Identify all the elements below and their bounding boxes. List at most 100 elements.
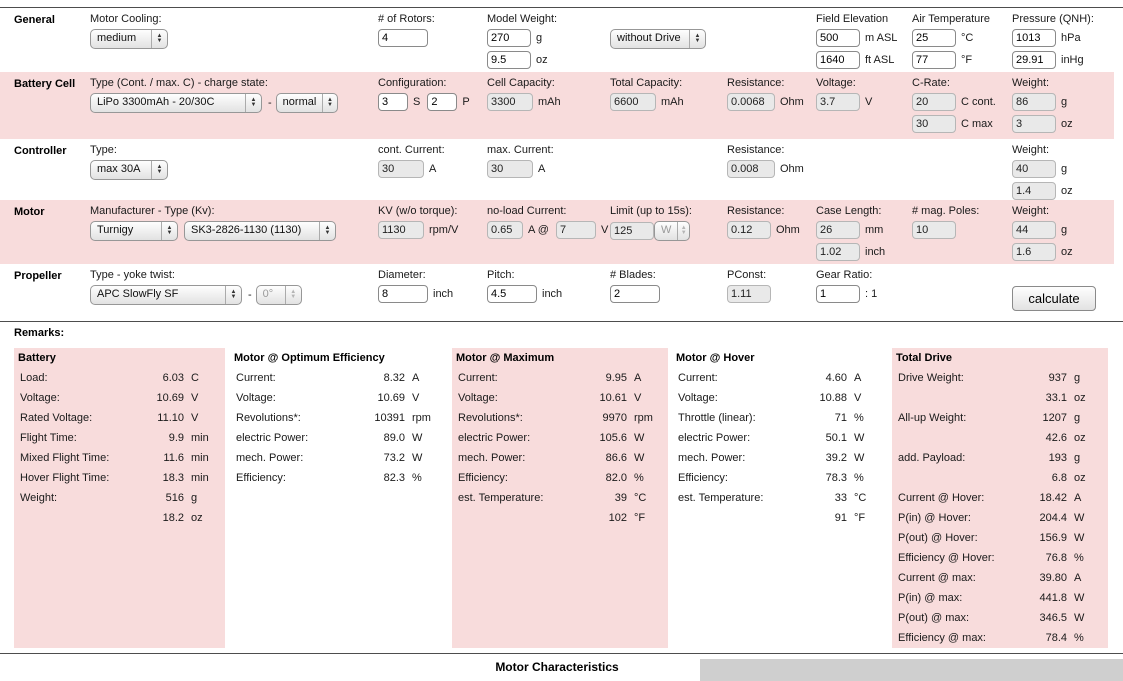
select-arrows-icon: ▲ ▼ [151, 30, 167, 48]
unit-label: oz [1061, 246, 1073, 258]
unit-label: inch [542, 288, 563, 300]
remark-label: Revolutions*: [458, 412, 523, 424]
0-select: 0° ▲ ▼ [255, 285, 302, 305]
remark-value: 9970 [602, 412, 627, 424]
remark-row: mech. Power: 39.2 W [672, 448, 888, 468]
cell-capacity-label: Cell Capacity: [487, 77, 555, 89]
unit-label: P [462, 96, 470, 108]
configuration-input-02[interactable] [427, 93, 458, 111]
field-elevation-input-10[interactable] [816, 51, 860, 69]
no-load-current-input [487, 221, 523, 239]
remark-label: Flight Time: [20, 432, 77, 444]
remark-value: 6.8 [1051, 472, 1067, 484]
unit-label: Ohm [776, 224, 800, 236]
panel-title-motor-maximum: Motor @ Maximum [456, 352, 555, 364]
select-value: APC SlowFly SF [97, 288, 179, 300]
of-rotors-input[interactable] [378, 29, 428, 47]
panel-motor-optimum-efficiency: Motor @ Optimum Efficiency Current: 8.32 A V… [230, 348, 446, 648]
remark-unit: V [412, 392, 420, 404]
remark-row: Weight: 516 g [14, 488, 225, 508]
remark-row: Current: 4.60 A [672, 368, 888, 388]
blades-input[interactable] [610, 285, 660, 303]
calculate-button[interactable]: calculate [1012, 286, 1096, 311]
remark-label: Drive Weight: [898, 372, 964, 384]
pressure-qnh-input-10[interactable] [1012, 51, 1056, 69]
air-temperature-input[interactable] [912, 29, 956, 47]
lipo-3300mah-20-30c-select[interactable]: LiPo 3300mAh - 20/30C ▲ ▼ [90, 93, 262, 113]
air-temperature-input-10[interactable] [912, 51, 956, 69]
model-weight-input[interactable] [487, 29, 531, 47]
remark-row: Hover Flight Time: 18.3 min [14, 468, 225, 488]
remark-row: 6.8 oz [892, 468, 1108, 488]
remark-label: add. Payload: [898, 452, 966, 464]
diameter-input[interactable] [378, 285, 428, 303]
row-caption-motor: Motor [14, 206, 45, 218]
remark-unit: W [412, 452, 423, 464]
remark-label: P(in) @ max: [898, 592, 963, 604]
unit-label: mm [865, 224, 884, 236]
normal-select[interactable]: normal ▲ ▼ [275, 93, 338, 113]
form-row-motor: Motor Manufacturer - Type (Kv): Turnigy ▲ ▼ S… [0, 200, 1114, 264]
remark-label: P(in) @ Hover: [898, 512, 971, 524]
sk3-2826-1130-1130-select[interactable]: SK3-2826-1130 (1130) ▲ ▼ [184, 221, 336, 241]
remark-label: Voltage: [458, 392, 498, 404]
remark-value: 11.6 [163, 452, 184, 464]
case-length-input [816, 221, 860, 239]
unit-label: g [1061, 96, 1068, 108]
apc-slowfly-sf-select[interactable]: APC SlowFly SF ▲ ▼ [90, 285, 242, 305]
remark-label: Load: [20, 372, 48, 384]
unit-label: °C [961, 32, 974, 44]
remark-label: Throttle (linear): [678, 412, 756, 424]
remark-value: 10.69 [377, 392, 405, 404]
unit-label: g [1061, 163, 1068, 175]
blades-label: # Blades: [610, 269, 656, 281]
remark-label: Efficiency: [678, 472, 728, 484]
remark-unit: min [191, 452, 209, 464]
resistance-label: Resistance: [727, 144, 785, 156]
remark-row: Voltage: 10.69 V [230, 388, 446, 408]
unit-label: C cont. [961, 96, 996, 108]
unit-label: : 1 [865, 288, 878, 300]
form-row-battery-cell: Battery Cell Type (Cont. / max. C) - char… [0, 72, 1114, 139]
remark-row: Efficiency: 78.3% [672, 468, 888, 488]
configuration-input[interactable] [378, 93, 408, 111]
remark-value: 18.2 [162, 512, 184, 524]
remark-label: Current @ Hover: [898, 492, 985, 504]
medium-select[interactable]: medium ▲ ▼ [90, 29, 168, 49]
remark-value: 9.95 [605, 372, 627, 384]
cell-capacity-input [487, 93, 533, 111]
remark-label: Efficiency: [236, 472, 286, 484]
unit-label: g [536, 32, 543, 44]
weight-label: Weight: [1012, 77, 1050, 89]
weight-input [1012, 221, 1056, 239]
select-value: 0° [262, 288, 274, 300]
gear-ratio-input[interactable] [816, 285, 860, 303]
remark-row: est. Temperature: 39 °C [452, 488, 668, 508]
pressure-qnh-input[interactable] [1012, 29, 1056, 47]
without-drive-select[interactable]: without Drive ▲ ▼ [610, 29, 706, 49]
remark-row: Load: 6.03 C [14, 368, 225, 388]
type-label: Type: [90, 144, 117, 156]
remark-row: Efficiency: 82.0% [452, 468, 668, 488]
panel-battery: Battery Load: 6.03 C Voltage: 10.69 V Rated Vol… [14, 348, 225, 648]
remark-label: Mixed Flight Time: [20, 452, 110, 464]
cont-current-input [378, 160, 424, 178]
remark-unit: C [191, 372, 199, 384]
remark-row: Efficiency @ max: 78.4% [892, 628, 1108, 648]
unit-label: mAh [661, 96, 684, 108]
remark-unit: W [1074, 532, 1085, 544]
pitch-input[interactable] [487, 285, 537, 303]
max-30a-select[interactable]: max 30A ▲ ▼ [90, 160, 168, 180]
turnigy-select[interactable]: Turnigy ▲ ▼ [90, 221, 178, 241]
remark-value: 441.8 [1039, 592, 1067, 604]
model-weight-input-10[interactable] [487, 51, 531, 69]
unit-label: inch [865, 246, 886, 258]
field-elevation-input[interactable] [816, 29, 860, 47]
remark-row: Flight Time: 9.9 min [14, 428, 225, 448]
remark-unit: min [191, 432, 209, 444]
unit-label: Ohm [780, 96, 804, 108]
unit-label: °F [961, 54, 973, 66]
remark-unit: A [1074, 572, 1082, 584]
resistance-input [727, 221, 771, 239]
